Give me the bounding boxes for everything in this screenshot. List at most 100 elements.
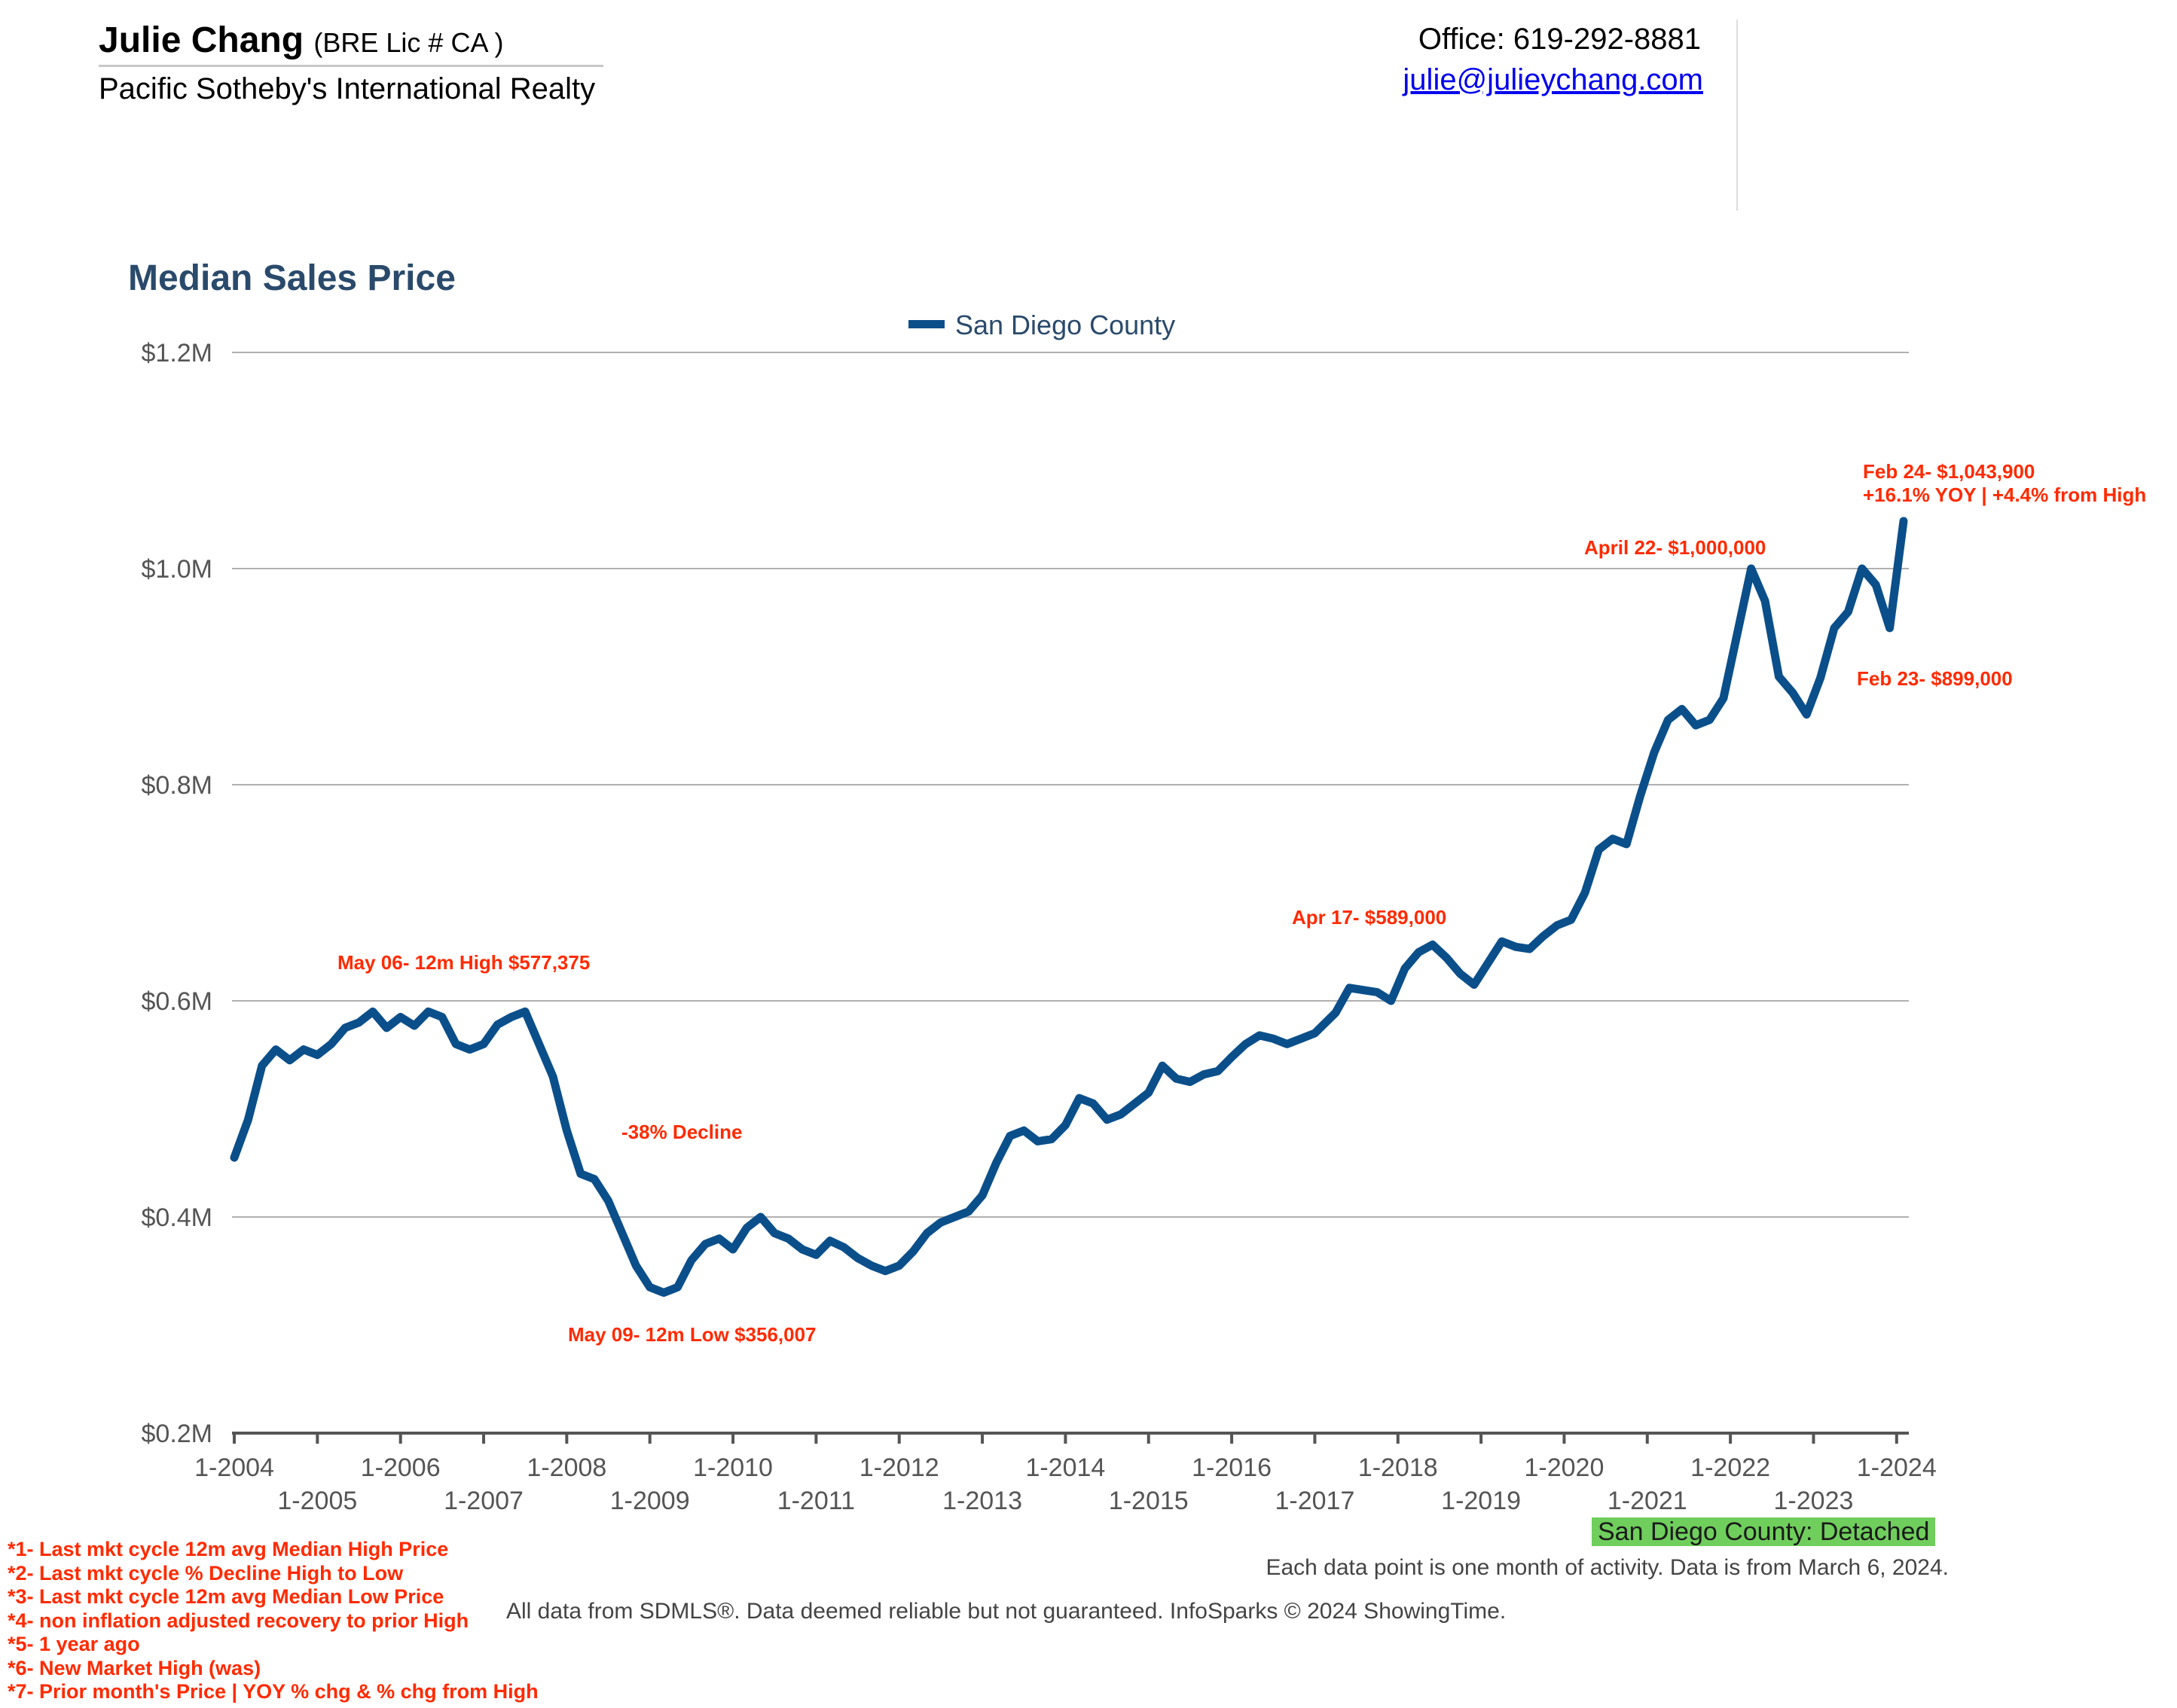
data-point <box>1583 890 1587 895</box>
data-point <box>675 1285 680 1290</box>
gridlines <box>232 352 1909 1218</box>
data-point <box>1846 609 1851 615</box>
x-tick-label: 1-2007 <box>444 1487 524 1515</box>
data-point <box>356 1020 362 1025</box>
data-point <box>814 1252 819 1258</box>
x-tick-label: 1-2004 <box>194 1453 274 1482</box>
data-point <box>1873 582 1879 587</box>
annotation-feb-2023: Feb 23- $899,000 <box>1857 667 2013 690</box>
data-point <box>1333 1010 1338 1015</box>
data-point <box>287 1057 292 1063</box>
chart-legend: San Diego County <box>908 310 1175 340</box>
data-point <box>1201 1072 1207 1077</box>
data-point <box>232 1155 237 1161</box>
data-point <box>384 1025 389 1030</box>
data-point <box>439 1014 444 1020</box>
data-point <box>1416 950 1421 955</box>
data-point <box>1271 1036 1276 1042</box>
data-point <box>841 1245 847 1250</box>
data-point <box>495 1022 500 1027</box>
y-tick-label: $0.4M <box>142 1203 213 1232</box>
data-point <box>1160 1063 1165 1069</box>
data-note: Each data point is one month of activity… <box>1266 1555 1949 1580</box>
agent-name: Julie Chang (BRE Lic # CA ) <box>99 20 503 61</box>
footnote: *6- New Market High (was) <box>8 1656 261 1679</box>
footnote: *5- 1 year ago <box>8 1633 140 1655</box>
data-point <box>246 1117 251 1122</box>
x-tick-label: 1-2010 <box>693 1453 773 1482</box>
data-point <box>1458 971 1463 977</box>
data-point <box>564 1128 569 1133</box>
footnote: *4- non inflation adjusted recovery to p… <box>8 1609 469 1632</box>
legend-label: San Diego County <box>955 310 1175 340</box>
data-point <box>1596 847 1601 852</box>
x-tick-label: 1-2023 <box>1774 1487 1854 1515</box>
data-point <box>1485 960 1491 965</box>
data-point <box>689 1258 694 1263</box>
data-point <box>1763 599 1768 603</box>
data-point <box>1693 723 1699 728</box>
x-axis: 1-20041-20051-20061-20071-20081-20091-20… <box>194 1432 1937 1515</box>
disclaimer: All data from SDMLS®. Data deemed reliab… <box>506 1599 1507 1624</box>
data-point <box>1430 942 1435 947</box>
data-point <box>1132 1101 1137 1106</box>
data-point <box>634 1263 639 1268</box>
x-tick-label: 1-2015 <box>1109 1487 1189 1515</box>
data-point <box>1832 625 1837 630</box>
data-point <box>592 1176 597 1182</box>
x-tick-label: 1-2021 <box>1608 1487 1687 1515</box>
data-point <box>1818 675 1823 680</box>
data-point <box>744 1225 750 1231</box>
x-tick-label: 1-2024 <box>1857 1453 1937 1482</box>
annotation-low-2009: May 09- 12m Low $356,007 <box>568 1323 817 1346</box>
agent-license: (BRE Lic # CA ) <box>313 27 504 58</box>
data-point <box>1284 1042 1290 1047</box>
data-point <box>1540 933 1546 938</box>
data-point <box>1901 519 1906 523</box>
data-point <box>1007 1133 1012 1139</box>
data-point <box>1388 999 1394 1003</box>
data-point <box>481 1042 486 1047</box>
data-point <box>1174 1076 1179 1081</box>
data-point <box>980 1193 985 1198</box>
x-tick-label: 1-2018 <box>1358 1453 1438 1482</box>
data-point <box>1679 706 1684 712</box>
data-point <box>426 1009 431 1014</box>
data-point <box>536 1042 542 1047</box>
x-tick-label: 1-2012 <box>860 1453 939 1482</box>
data-point <box>1610 836 1615 841</box>
data-point <box>1555 923 1560 928</box>
data-point <box>1312 1031 1317 1035</box>
data-point <box>703 1241 708 1246</box>
data-point <box>1146 1090 1151 1095</box>
footnote: *1- Last mkt cycle 12m avg Median High P… <box>8 1538 449 1560</box>
data-point <box>273 1047 279 1052</box>
data-point <box>1513 944 1519 950</box>
data-point <box>1499 939 1504 944</box>
data-point <box>800 1247 805 1252</box>
data-point <box>1063 1123 1068 1127</box>
data-point <box>1568 917 1574 923</box>
data-point <box>1721 696 1726 701</box>
data-point <box>1360 987 1366 993</box>
data-point <box>606 1198 611 1203</box>
email-link[interactable]: julie@julieychang.com <box>1403 63 1703 96</box>
data-point <box>952 1215 957 1219</box>
data-point <box>1776 674 1782 679</box>
data-point <box>508 1014 514 1020</box>
data-point <box>1091 1101 1096 1106</box>
data-point <box>301 1047 306 1052</box>
region-badge: San Diego County: Detached <box>1592 1517 1936 1546</box>
y-tick-label: $0.6M <box>142 987 213 1016</box>
data-point <box>1375 990 1380 995</box>
data-point <box>1707 717 1712 722</box>
x-tick-label: 1-2017 <box>1275 1487 1354 1515</box>
x-tick-label: 1-2019 <box>1441 1487 1521 1515</box>
data-point <box>370 1009 375 1014</box>
x-tick-label: 1-2014 <box>1025 1453 1105 1482</box>
x-tick-label: 1-2022 <box>1690 1453 1770 1482</box>
data-point <box>1299 1036 1303 1042</box>
series-group <box>230 517 1908 1297</box>
data-point <box>1119 1112 1123 1117</box>
data-point <box>1243 1042 1248 1047</box>
